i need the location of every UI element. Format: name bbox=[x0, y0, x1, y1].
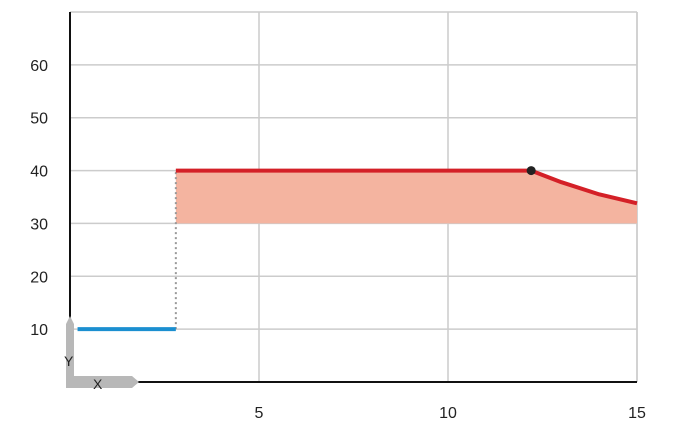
axis-corner-shape bbox=[66, 316, 139, 388]
x-tick-label-15: 15 bbox=[628, 405, 646, 422]
y-tick-label-50: 50 bbox=[30, 111, 48, 128]
y-tick-label-10: 10 bbox=[30, 322, 48, 339]
y-tick-label-20: 20 bbox=[30, 269, 48, 286]
y-tick-label-30: 30 bbox=[30, 216, 48, 233]
band-area bbox=[175, 170, 637, 224]
x-axis-letter: X bbox=[93, 376, 103, 392]
x-tick-label-5: 5 bbox=[255, 405, 264, 422]
band-layer bbox=[175, 170, 637, 224]
marker-layer bbox=[526, 166, 536, 176]
data-point-marker bbox=[526, 166, 536, 176]
y-tick-labels: 10 20 30 40 50 60 bbox=[30, 58, 48, 339]
series-layer bbox=[77, 168, 638, 332]
y-tick-label-60: 60 bbox=[30, 58, 48, 75]
x-tick-labels: 5 10 15 bbox=[255, 405, 646, 422]
series-line-2 bbox=[175, 168, 638, 206]
axis-corner-badge: Y X bbox=[64, 316, 139, 392]
y-axis-letter: Y bbox=[64, 353, 74, 369]
y-tick-label-40: 40 bbox=[30, 164, 48, 181]
x-tick-label-10: 10 bbox=[439, 405, 457, 422]
